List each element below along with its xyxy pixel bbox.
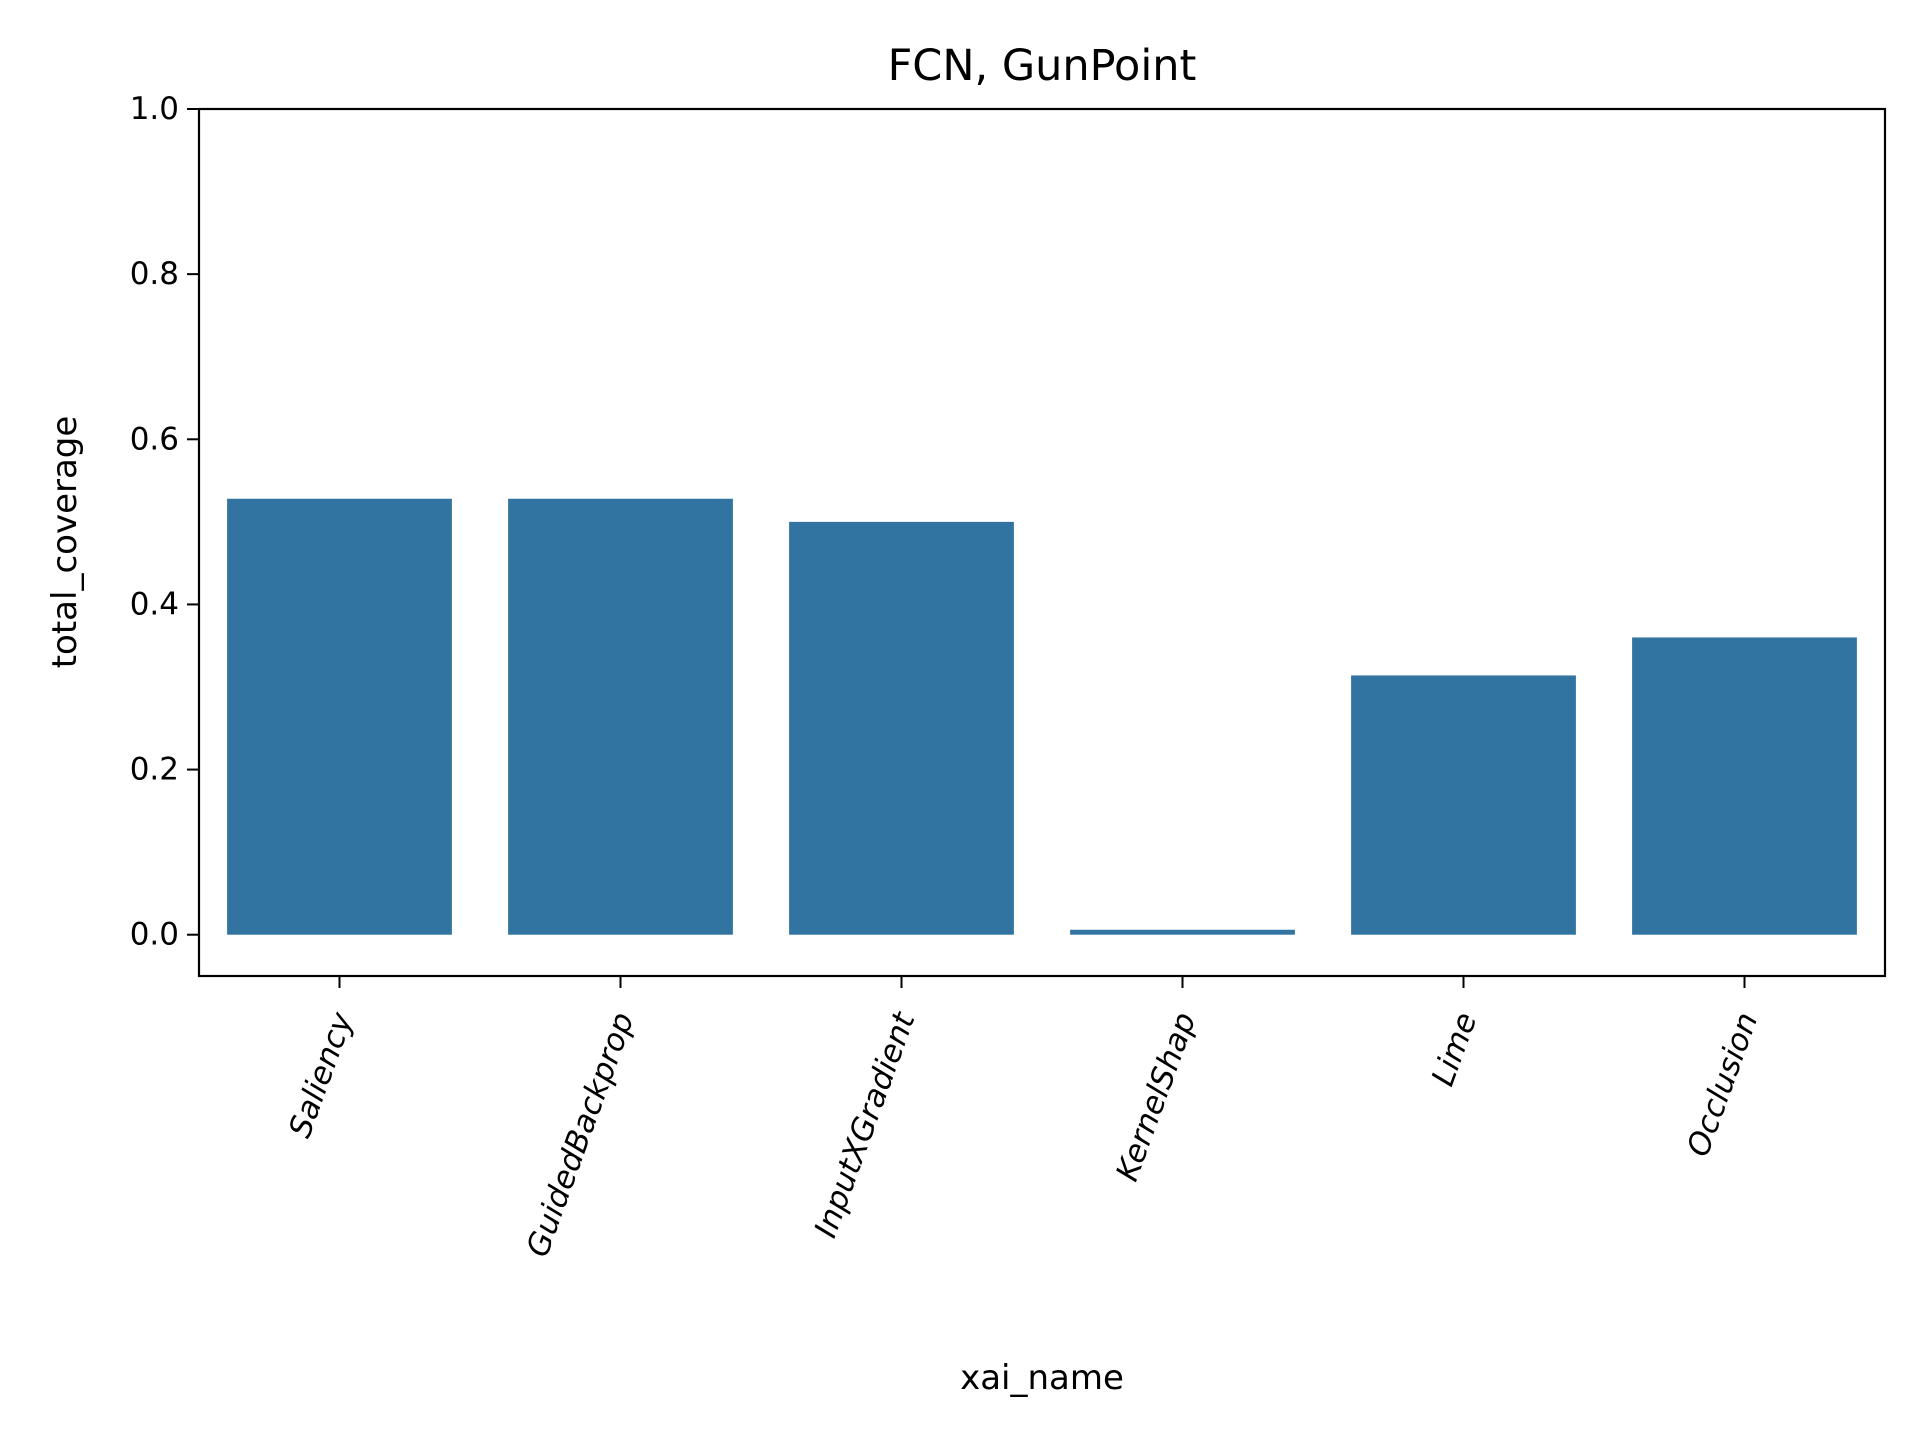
bar-occlusion: [1632, 637, 1857, 935]
bar-saliency: [227, 498, 452, 935]
y-tick-label: 0.4: [130, 586, 179, 622]
plot-frame: [197, 107, 1887, 978]
bar-lime: [1351, 675, 1576, 935]
y-axis-label: total_coverage: [45, 416, 85, 669]
y-tick-label: 1.0: [130, 91, 179, 127]
x-axis-label: xai_name: [960, 1358, 1124, 1398]
bar-inputxgradient: [789, 521, 1014, 935]
y-tick-label: 0.0: [130, 917, 179, 953]
y-tick-label: 0.6: [130, 421, 179, 457]
chart-title: FCN, GunPoint: [888, 41, 1197, 91]
bar-guidedbackprop: [508, 498, 733, 935]
y-tick-label: 0.2: [130, 752, 179, 788]
y-axis-ticks: 0.0 0.2 0.4 0.6 0.8 1.0: [130, 91, 199, 953]
bars-group: [227, 498, 1857, 935]
bar-kernelshap: [1070, 929, 1295, 935]
y-tick-label: 0.8: [130, 256, 179, 292]
